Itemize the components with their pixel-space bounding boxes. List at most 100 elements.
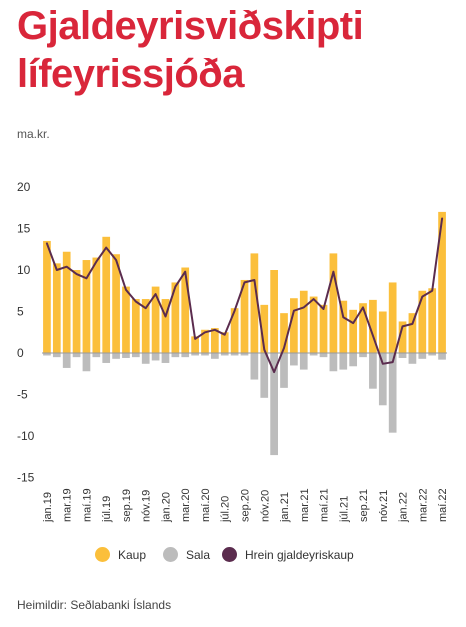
- bar-sala: [378, 353, 387, 406]
- x-tick-label: júl.21: [338, 496, 350, 523]
- bar-kaup: [131, 299, 140, 353]
- bar-sala: [191, 353, 199, 356]
- bar-sala: [52, 353, 61, 358]
- bar-sala: [349, 353, 358, 367]
- bar-kaup: [388, 282, 397, 353]
- bar-kaup: [72, 270, 81, 353]
- bar-kaup: [191, 336, 199, 353]
- bar-sala: [141, 353, 150, 364]
- bar-kaup: [418, 290, 427, 353]
- bar-sala: [309, 353, 318, 356]
- bar-kaup: [82, 260, 91, 353]
- bar-kaup: [230, 308, 239, 353]
- bar-sala: [319, 353, 328, 358]
- bar-kaup: [270, 270, 278, 353]
- bar-kaup: [122, 286, 130, 353]
- source-note: Heimildir: Seðlabanki Íslands: [17, 598, 172, 612]
- x-tick-label: mar.21: [299, 488, 311, 522]
- bar-sala: [122, 353, 130, 358]
- x-tick-label: júl.20: [220, 496, 232, 523]
- bar-kaup: [398, 321, 407, 353]
- bar-kaup: [43, 240, 51, 353]
- bar-sala: [428, 353, 437, 356]
- bar-kaup: [181, 267, 190, 353]
- bar-kaup: [299, 290, 308, 353]
- bar-kaup: [260, 304, 269, 353]
- legend-swatch-sala: [163, 547, 178, 562]
- x-tick-label: nóv.19: [141, 490, 153, 522]
- chart-title-line-2: lífeyrissjóða: [17, 52, 244, 96]
- bar-kaup: [62, 251, 71, 353]
- bar-sala: [181, 353, 190, 358]
- bar-sala: [280, 353, 288, 388]
- bar-sala: [92, 353, 101, 358]
- x-tick-label: jan.21: [279, 492, 291, 523]
- bar-sala: [82, 353, 91, 372]
- bar-sala: [201, 353, 209, 356]
- y-tick-label: -10: [17, 429, 35, 443]
- bar-kaup: [240, 279, 249, 353]
- chart-title-line-1: Gjaldeyrisviðskipti: [17, 4, 364, 48]
- bar-kaup: [329, 253, 338, 353]
- bar-kaup: [369, 299, 377, 353]
- x-tick-label: sep.21: [358, 489, 370, 522]
- legend-swatch-hrein: [222, 547, 237, 562]
- x-tick-label: jan.20: [160, 492, 172, 523]
- x-tick-label: jan.19: [42, 492, 54, 523]
- bar-kaup: [349, 309, 358, 353]
- bar-kaup: [280, 313, 288, 353]
- bar-kaup: [438, 211, 446, 353]
- x-tick-label: nóv.20: [259, 490, 271, 522]
- bar-kaup: [290, 298, 298, 353]
- bar-kaup: [92, 257, 101, 353]
- bar-sala: [408, 353, 417, 364]
- bar-kaup: [141, 299, 150, 353]
- x-tick-label: jan.22: [398, 492, 410, 523]
- x-tick-label: maí.20: [200, 488, 212, 522]
- bar-kaup: [378, 311, 387, 353]
- chart-legend: Kaup Sala Hrein gjaldeyriskaup: [0, 547, 466, 565]
- bar-sala: [151, 353, 160, 361]
- legend-item-hrein: Hrein gjaldeyriskaup: [222, 547, 354, 562]
- bar-sala: [230, 353, 239, 356]
- bar-sala: [220, 353, 229, 356]
- chart-svg: 20 15 10 5 0 -5 -10 -15 jan.19 mar.19 maí.19 júl.19…: [17, 180, 449, 523]
- chart-title: Gjaldeyrisviðskipti lífeyrissjóða: [17, 2, 364, 98]
- legend-label-kaup: Kaup: [118, 547, 147, 562]
- bar-kaup: [112, 254, 120, 353]
- bar-kaup: [201, 329, 209, 353]
- legend-label-hrein: Hrein gjaldeyriskaup: [245, 547, 354, 562]
- bar-kaup: [161, 299, 170, 353]
- x-tick-label: mar.19: [62, 488, 74, 522]
- bar-sala: [171, 353, 180, 358]
- x-tick-label: mar.22: [417, 488, 429, 522]
- x-tick-label: maí.19: [81, 488, 93, 522]
- bar-kaup: [102, 236, 111, 353]
- bar-sala: [211, 353, 219, 359]
- bar-sala: [102, 353, 111, 363]
- bar-sala: [131, 353, 140, 358]
- bar-kaup: [319, 304, 328, 353]
- bar-sala: [329, 353, 338, 372]
- bar-kaup: [250, 253, 259, 353]
- bar-kaup: [428, 288, 437, 353]
- bar-kaup: [408, 313, 417, 353]
- legend-item-kaup: Kaup: [95, 547, 146, 562]
- bar-kaup: [171, 282, 180, 353]
- bar-sala: [388, 353, 397, 433]
- bar-sala: [72, 353, 81, 358]
- bar-sala: [369, 353, 377, 389]
- bar-kaup: [339, 300, 348, 353]
- bar-kaup: [309, 296, 318, 353]
- bar-sala: [250, 353, 259, 380]
- bar-sala: [112, 353, 120, 359]
- bar-sala: [299, 353, 308, 370]
- x-tick-label: maí.22: [437, 488, 449, 522]
- bar-sala: [398, 353, 407, 358]
- x-tick-label: mar.20: [180, 488, 192, 522]
- x-tick-label: sep.19: [121, 489, 133, 522]
- x-tick-label: maí.21: [319, 488, 331, 522]
- y-tick-label: 10: [17, 263, 31, 277]
- y-tick-label: 5: [17, 305, 24, 319]
- bar-kaup: [151, 286, 160, 353]
